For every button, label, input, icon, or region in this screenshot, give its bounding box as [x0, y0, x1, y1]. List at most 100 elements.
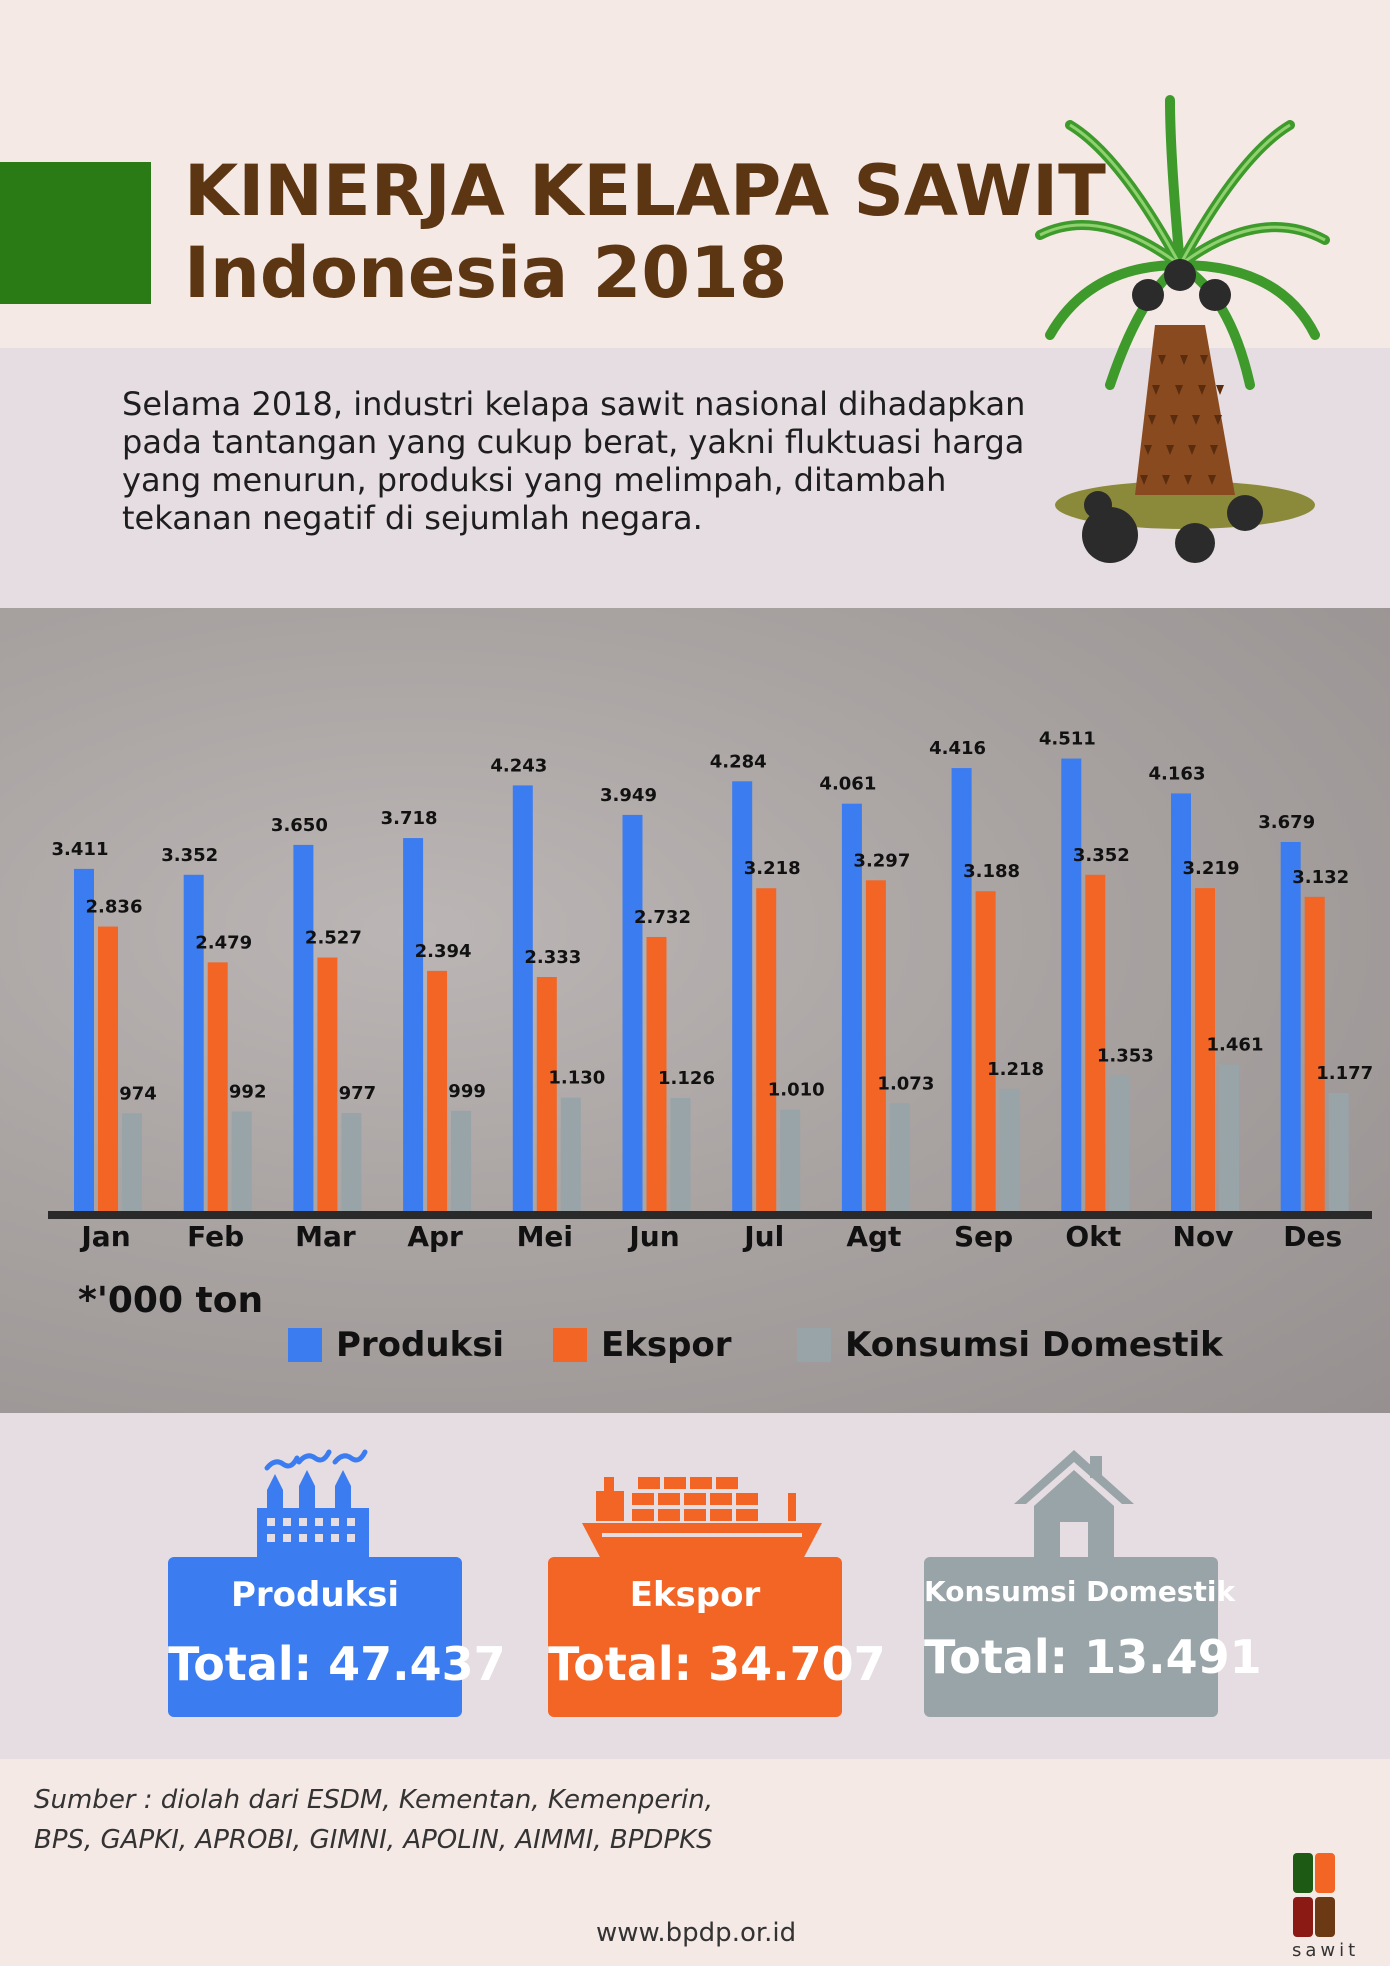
- total-title-produksi: Produksi: [230, 1575, 400, 1615]
- data-label-konsumsi-domestik-jan: 974: [119, 1083, 157, 1104]
- data-label-konsumsi-domestik-mar: 977: [339, 1083, 377, 1104]
- bar-ekspor-okt: [1085, 874, 1106, 1211]
- data-label-ekspor-agt: 3.297: [853, 850, 910, 871]
- data-label-ekspor-apr: 2.394: [415, 941, 472, 962]
- logo-wordmark: sawit: [1292, 1940, 1360, 1961]
- header-green-block: [0, 162, 151, 304]
- bar-produksi-nov: [1171, 793, 1191, 1211]
- total-box-konsumsi: Konsumsi Domestik Total: 13.491: [924, 1557, 1262, 1717]
- data-label-konsumsi-domestik-okt: 1.353: [1097, 1045, 1154, 1066]
- data-label-ekspor-mar: 2.527: [305, 928, 362, 949]
- data-label-konsumsi-domestik-jul: 1.010: [768, 1080, 825, 1101]
- total-value-produksi: Total: 47.437: [168, 1637, 506, 1691]
- bar-ekspor-mei: [536, 977, 557, 1211]
- data-label-produksi-okt: 4.511: [1039, 729, 1096, 750]
- data-label-konsumsi-domestik-feb: 992: [229, 1082, 267, 1103]
- bar-ekspor-jan: [98, 926, 118, 1211]
- total-title-ekspor: Ekspor: [629, 1575, 761, 1615]
- bar-konsumsi-domestik-apr: [451, 1110, 472, 1211]
- bar-konsumsi-domestik-sep: [999, 1088, 1020, 1211]
- x-axis-line: [48, 1211, 1372, 1219]
- data-label-ekspor-jun: 2.732: [634, 907, 691, 928]
- bar-produksi-feb: [183, 874, 204, 1211]
- bar-produksi-mei: [512, 785, 533, 1211]
- total-value-ekspor: Total: 34.707: [548, 1637, 886, 1691]
- bar-konsumsi-domestik-agt: [889, 1103, 910, 1211]
- data-label-ekspor-jul: 3.218: [744, 858, 801, 879]
- bar-produksi-mar: [293, 844, 314, 1211]
- x-tick-label-des: Des: [1283, 1220, 1342, 1253]
- bar-produksi-jul: [732, 781, 753, 1211]
- bar-konsumsi-domestik-des: [1328, 1092, 1349, 1211]
- x-tick-label-mar: Mar: [295, 1220, 356, 1253]
- legend-produksi: Produksi: [288, 1325, 504, 1365]
- bar-konsumsi-domestik-feb: [231, 1111, 252, 1211]
- data-label-produksi-mei: 4.243: [490, 755, 547, 776]
- bar-konsumsi-domestik-mei: [560, 1097, 581, 1211]
- data-label-produksi-jul: 4.284: [710, 751, 767, 772]
- legend-konsumsi: Konsumsi Domestik: [797, 1325, 1223, 1365]
- bar-ekspor-des: [1304, 896, 1325, 1211]
- x-tick-label-mei: Mei: [517, 1220, 573, 1253]
- bar-ekspor-jun: [646, 936, 667, 1211]
- total-title-konsumsi: Konsumsi Domestik: [924, 1575, 1236, 1608]
- house-icon: [1014, 1450, 1134, 1558]
- data-label-produksi-des: 3.679: [1258, 812, 1315, 833]
- data-label-produksi-mar: 3.650: [271, 815, 328, 836]
- total-box-ekspor: Ekspor Total: 34.707: [548, 1557, 886, 1717]
- data-label-konsumsi-domestik-nov: 1.461: [1207, 1034, 1264, 1055]
- bar-produksi-jan: [74, 868, 94, 1211]
- bar-produksi-okt: [1061, 758, 1082, 1211]
- chart-area: 3.411 2.836 974 Jan 3.352 2.479 992 Feb 3.650 2.5…: [0, 608, 1390, 1413]
- data-label-ekspor-okt: 3.352: [1073, 845, 1130, 866]
- bar-konsumsi-domestik-jan: [122, 1113, 142, 1211]
- bar-produksi-des: [1280, 841, 1301, 1211]
- bar-konsumsi-domestik-nov: [1219, 1064, 1239, 1211]
- sawit-logo-icon: [1293, 1853, 1335, 1937]
- bar-ekspor-apr: [427, 970, 448, 1211]
- data-label-produksi-jan: 3.411: [52, 839, 109, 860]
- source-note: Sumber : diolah dari ESDM, Kementan, Kem…: [34, 1780, 713, 1860]
- x-tick-label-jan: Jan: [79, 1220, 130, 1253]
- intro-text: Selama 2018, industri kelapa sawit nasio…: [122, 385, 1026, 537]
- data-label-ekspor-sep: 3.188: [963, 861, 1020, 882]
- bar-ekspor-nov: [1195, 888, 1215, 1211]
- legend-label-konsumsi: Konsumsi Domestik: [845, 1325, 1223, 1365]
- bar-ekspor-mar: [317, 957, 338, 1211]
- data-label-konsumsi-domestik-mei: 1.130: [548, 1068, 605, 1089]
- data-label-produksi-sep: 4.416: [929, 738, 986, 759]
- page-title: KINERJA KELAPA SAWIT: [184, 150, 1106, 232]
- x-tick-label-jul: Jul: [742, 1220, 784, 1253]
- bar-konsumsi-domestik-jun: [670, 1098, 691, 1211]
- data-label-konsumsi-domestik-agt: 1.073: [877, 1073, 934, 1094]
- data-label-ekspor-des: 3.132: [1292, 867, 1349, 888]
- data-label-produksi-nov: 4.163: [1149, 763, 1206, 784]
- total-box-produksi: Produksi Total: 47.437: [168, 1557, 506, 1717]
- legend-swatch-konsumsi: [797, 1328, 831, 1362]
- x-tick-label-nov: Nov: [1173, 1220, 1234, 1253]
- data-label-ekspor-mei: 2.333: [524, 947, 581, 968]
- data-label-produksi-apr: 3.718: [381, 808, 438, 829]
- source-line-2: BPS, GAPKI, APROBI, GIMNI, APOLIN, AIMMI…: [34, 1825, 713, 1855]
- bar-ekspor-sep: [975, 891, 996, 1211]
- page-subtitle: Indonesia 2018: [184, 232, 788, 314]
- bar-konsumsi-domestik-okt: [1109, 1075, 1130, 1211]
- data-label-konsumsi-domestik-sep: 1.218: [987, 1059, 1044, 1080]
- legend-swatch-produksi: [288, 1328, 322, 1362]
- total-value-konsumsi: Total: 13.491: [924, 1630, 1262, 1684]
- bar-produksi-sep: [951, 768, 972, 1211]
- data-label-produksi-jun: 3.949: [600, 785, 657, 806]
- x-tick-label-apr: Apr: [407, 1220, 463, 1253]
- bar-ekspor-agt: [865, 880, 886, 1211]
- data-label-produksi-feb: 3.352: [161, 845, 218, 866]
- bar-produksi-apr: [403, 838, 424, 1211]
- legend-ekspor: Ekspor: [553, 1325, 732, 1365]
- bar-konsumsi-domestik-jul: [780, 1109, 801, 1211]
- bar-ekspor-jul: [756, 888, 777, 1211]
- unit-note: *'000 ton: [78, 1280, 264, 1321]
- data-label-ekspor-feb: 2.479: [195, 932, 252, 953]
- legend-swatch-ekspor: [553, 1328, 587, 1362]
- website-link[interactable]: www.bpdp.or.id: [596, 1918, 797, 1948]
- legend-label-produksi: Produksi: [336, 1325, 505, 1365]
- source-line-1: Sumber : diolah dari ESDM, Kementan, Kem…: [34, 1785, 713, 1815]
